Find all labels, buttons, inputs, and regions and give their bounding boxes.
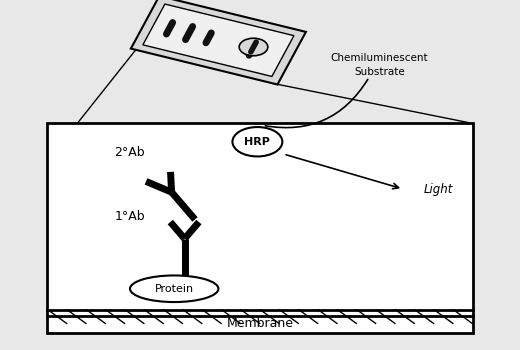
Text: Light: Light — [424, 182, 453, 196]
Polygon shape — [131, 0, 306, 84]
Polygon shape — [143, 4, 294, 76]
Ellipse shape — [239, 38, 268, 56]
Text: Chemiluminescent: Chemiluminescent — [331, 53, 428, 63]
Text: 1°Ab: 1°Ab — [114, 210, 145, 224]
Text: Membrane: Membrane — [227, 317, 293, 330]
Ellipse shape — [232, 127, 282, 156]
Text: 2°Ab: 2°Ab — [114, 146, 145, 159]
FancyArrowPatch shape — [265, 79, 368, 128]
Text: Substrate: Substrate — [354, 67, 405, 77]
Text: Protein: Protein — [154, 284, 194, 294]
Ellipse shape — [130, 275, 218, 302]
Bar — [47, 122, 473, 332]
Text: HRP: HRP — [244, 137, 270, 147]
